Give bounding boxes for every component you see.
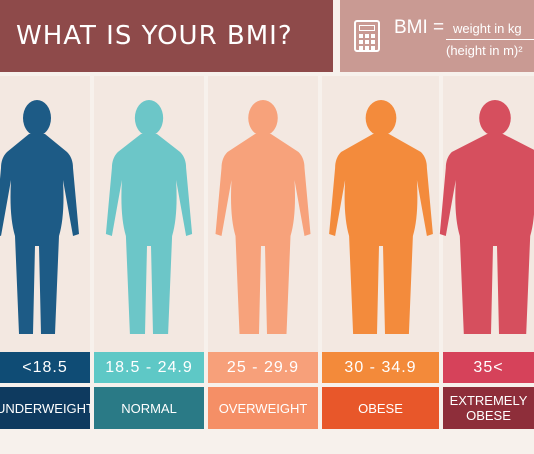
bmi-category-label: NORMAL [94, 387, 204, 429]
bmi-range: 30 - 34.9 [322, 352, 439, 383]
bmi-category-label: EXTREMELY OBESE [443, 387, 534, 429]
bmi-range-text: 18.5 - 24.9 [105, 358, 193, 376]
bmi-category-label: UNDERWEIGHT [0, 387, 90, 429]
bmi-range: <18.5 [0, 352, 90, 383]
formula-lhs: BMI = [394, 17, 445, 38]
bmi-range: 25 - 29.9 [208, 352, 318, 383]
bmi-category-text: EXTREMELY OBESE [449, 393, 528, 423]
body-silhouette-icon [105, 100, 193, 334]
bmi-category-text: OBESE [358, 400, 403, 416]
bmi-range-text: 30 - 34.9 [344, 358, 417, 376]
bmi-range-text: 35< [473, 358, 504, 376]
page-title: WHAT IS YOUR BMI? [16, 21, 293, 51]
fraction-line [446, 39, 534, 40]
body-silhouette-icon [439, 100, 534, 334]
body-silhouette-icon [0, 100, 79, 334]
bmi-range: 18.5 - 24.9 [94, 352, 204, 383]
body-silhouette-icon [328, 100, 433, 334]
bmi-range: 35< [443, 352, 534, 383]
bmi-range-text: 25 - 29.9 [226, 358, 300, 376]
bmi-category-label: OBESE [322, 387, 439, 429]
formula-denominator: (height in m)² [446, 43, 523, 58]
bmi-range-text: <18.5 [22, 358, 68, 376]
body-silhouette-icon [215, 100, 311, 334]
bmi-category-label: OVERWEIGHT [208, 387, 318, 429]
bmi-category-text: NORMAL [121, 400, 177, 416]
title-banner: WHAT IS YOUR BMI? [0, 0, 333, 72]
bmi-category-text: UNDERWEIGHT [0, 400, 90, 416]
bmi-formula: BMI = weight in kg (height in m)² [340, 0, 534, 72]
bmi-category-text: OVERWEIGHT [218, 400, 308, 416]
formula-numerator: weight in kg [453, 21, 522, 36]
calculator-icon [354, 20, 380, 52]
